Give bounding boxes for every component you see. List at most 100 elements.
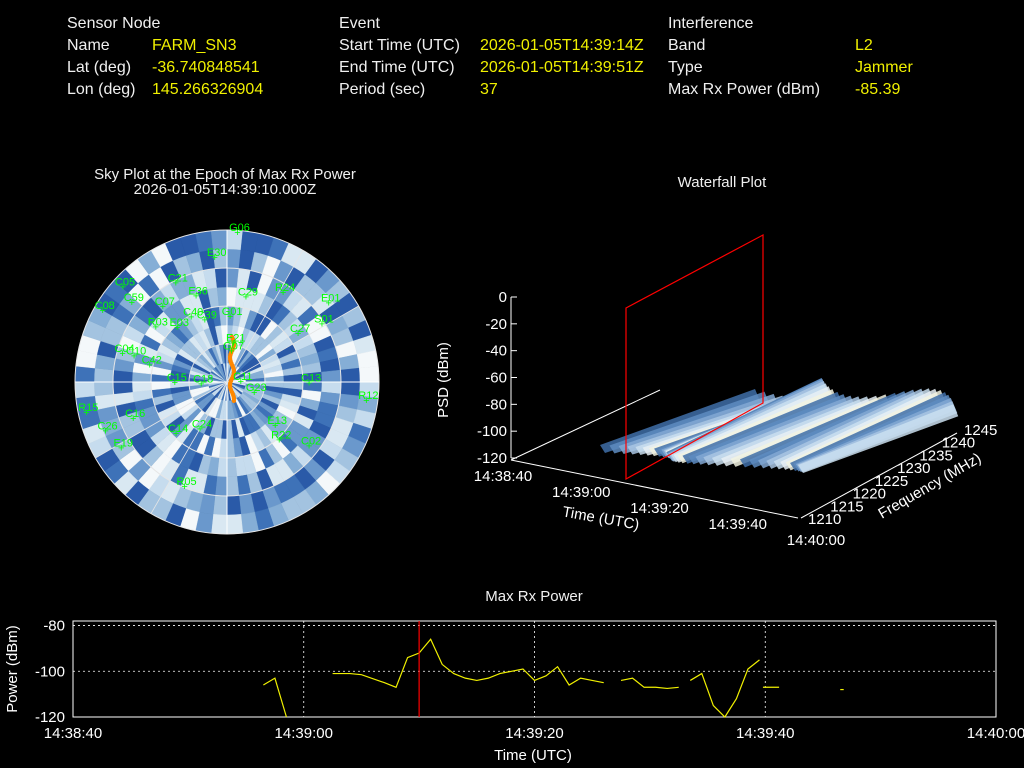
sensor-lon-label: Lon (deg) [67, 81, 136, 98]
event-end-value: 2026-01-05T14:39:51Z [480, 59, 644, 76]
skyplot-satellite-marker: + [193, 291, 199, 303]
event-header: Event [339, 15, 380, 32]
skyplot-satellite-label: C11 [233, 371, 252, 383]
waterfall-freq-tick-label: 1245 [964, 422, 997, 439]
skyplot-satellite-marker: + [160, 301, 166, 313]
skyplot-satellite-label: C24 [192, 419, 212, 431]
power-x-tick-label: 14:39:00 [275, 725, 333, 742]
waterfall-time-axis [510, 459, 799, 519]
skyplot-satellite-label: C27 [290, 323, 310, 335]
skyplot-satellite-marker: + [228, 346, 234, 358]
skyplot-cell [131, 381, 152, 393]
skyplot-satellite-label: E30 [207, 247, 227, 259]
skyplot-cell [321, 369, 342, 383]
sensor-lon-value: 145.266326904 [152, 81, 264, 98]
skyplot-satellite-marker: + [118, 443, 124, 455]
skyplot-cell [112, 381, 133, 395]
skyplot-cell [226, 514, 244, 535]
skyplot-satellite-marker: + [238, 376, 244, 388]
skyplot-chart: +G06+E30+C21+C40+E36+C05+C59+C07+C08+R03… [74, 222, 380, 535]
skyplot-azimuth-spoke [95, 305, 359, 459]
skyplot-satellite-label: C42 [142, 354, 162, 366]
waterfall-z-tick-label: -60 [485, 370, 507, 387]
waterfall-surface-strip [798, 404, 959, 473]
skyplot-satellite-marker: + [100, 305, 106, 317]
skyplot-satellite-marker: + [173, 428, 179, 440]
sensor-lat-label: Lat (deg) [67, 59, 132, 76]
waterfall-z-tick-label: -40 [485, 343, 507, 360]
skyplot-satellite-label: C21 [168, 273, 188, 285]
skyplot-satellite-marker: + [295, 328, 301, 340]
power-x-tick-label: 14:39:20 [505, 725, 563, 742]
waterfall-z-tick-label: -120 [477, 450, 507, 467]
power-series-line [332, 638, 604, 689]
skyplot-satellite-label: C16 [125, 408, 145, 420]
interference-header: Interference [668, 15, 754, 32]
interference-band-label: Band [668, 37, 706, 54]
skyplot-satellite-label: E21 [226, 332, 246, 344]
waterfall-z-label: PSD (dBm) [435, 342, 452, 418]
skyplot-subtitle: 2026-01-05T14:39:10.000Z [133, 181, 317, 198]
waterfall-z-tick-label: 0 [499, 289, 507, 306]
skyplot-satellite-label: C15 [167, 372, 187, 384]
event-period-value: 37 [480, 81, 498, 98]
skyplot-cell [216, 286, 228, 307]
skyplot-satellite-marker: + [147, 359, 153, 371]
skyplot-cell [74, 365, 95, 383]
skyplot-satellite-label: G07 [223, 341, 244, 353]
skyplot-satellite-marker: + [153, 322, 159, 334]
skyplot-satellite-label: R22 [271, 430, 291, 442]
skyplot-satellite-label: C13 [301, 372, 321, 384]
skyplot-satellite-label: E03 [169, 317, 189, 329]
skyplot-satellite-marker: + [102, 426, 108, 438]
skyplot-satellite-marker: + [202, 314, 208, 326]
skyplot-cell [340, 381, 361, 397]
skyplot-satellite-label: C05 [115, 276, 135, 288]
skyplot-satellite-marker: + [131, 351, 137, 363]
skyplot-satellite-marker: + [129, 297, 135, 309]
waterfall-freq-tick-label: 1210 [808, 511, 841, 528]
waterfall-freq-tick-label: 1220 [853, 486, 886, 503]
skyplot-satellite-marker: + [198, 379, 204, 391]
event-end-label: End Time (UTC) [339, 59, 455, 76]
event-start-label: Start Time (UTC) [339, 37, 460, 54]
event-period-label: Period (sec) [339, 81, 426, 98]
skyplot-satellite-label: S01 [314, 313, 334, 325]
waterfall-marker-plane [625, 234, 764, 481]
waterfall-title: Waterfall Plot [677, 174, 767, 191]
waterfall-freq-axis [800, 432, 958, 519]
skyplot-cell [226, 248, 242, 269]
skyplot-cell [226, 457, 238, 478]
skyplot-satellite-marker: + [306, 377, 312, 389]
waterfall-freq-tick-label: 1240 [942, 435, 975, 452]
skyplot-cell [340, 367, 361, 383]
skyplot-satellite-label: C04 [114, 343, 134, 355]
power-y-tick-label: -120 [35, 709, 65, 726]
power-series-line [620, 677, 679, 690]
waterfall-z-tick-label: -20 [485, 316, 507, 333]
sensor-lat-value: -36.740848541 [152, 59, 260, 76]
power-x-tick-label: 14:39:40 [736, 725, 794, 742]
skyplot-satellite-marker: + [174, 322, 180, 334]
skyplot-satellite-label: C07 [155, 296, 175, 308]
skyplot-satellite-marker: + [188, 311, 194, 323]
power-title: Max Rx Power [485, 588, 583, 605]
waterfall-time-tick-label: 14:39:40 [709, 516, 767, 533]
waterfall-time-tick-label: 14:40:00 [787, 532, 845, 549]
skyplot-satellite-label: C40 [183, 306, 203, 318]
skyplot-satellite-label: C26 [98, 421, 118, 433]
skyplot-satellite-marker: + [181, 481, 187, 493]
waterfall-time-tick-label: 14:39:20 [630, 500, 688, 517]
skyplot-cell [210, 514, 228, 535]
skyplot-satellite-label: C02 [301, 436, 321, 448]
skyplot-satellite-label: C08 [95, 300, 115, 312]
waterfall-freq-tick-label: 1230 [897, 460, 930, 477]
waterfall-time-tick-label: 14:39:00 [552, 484, 610, 501]
skyplot-satellite-marker: + [120, 281, 126, 293]
power-x-tick-label: 14:40:00 [967, 725, 1024, 742]
skyplot-title: Sky Plot at the Epoch of Max Rx Power [94, 166, 356, 183]
waterfall-z-tick-label: -100 [477, 423, 507, 440]
power-y-tick-label: -80 [43, 618, 65, 635]
sensor-name-label: Name [67, 37, 110, 54]
interference-power-value: -85.39 [855, 81, 901, 98]
